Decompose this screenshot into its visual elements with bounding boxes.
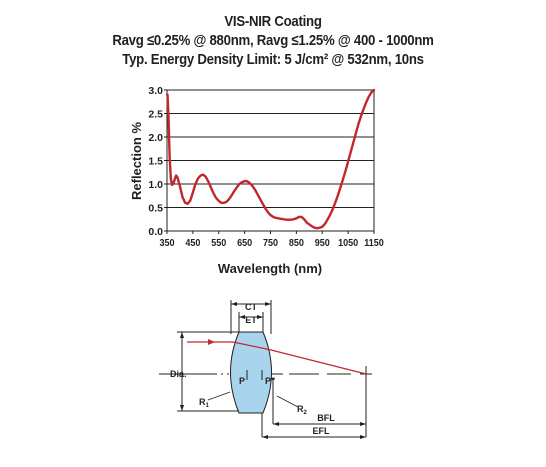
p-label: P <box>239 376 245 386</box>
y-tick-label-2: 1.0 <box>148 179 163 191</box>
x-tick-label-5: 850 <box>289 237 305 249</box>
y-tick-label-3: 1.5 <box>148 156 163 168</box>
x-tick-label-8: 1150 <box>364 237 384 249</box>
x-tick-label-4: 750 <box>263 237 279 249</box>
x-tick-label-2: 550 <box>211 237 227 249</box>
ct-label: CT <box>245 302 257 312</box>
light-ray-arrow <box>208 339 215 345</box>
x-tick-label-3: 650 <box>237 237 253 249</box>
r1-letter: R <box>199 397 206 407</box>
x-tick-label-7: 1050 <box>338 237 359 249</box>
r1-subscript: 1 <box>206 403 210 409</box>
reflection-series-line <box>165 88 376 230</box>
grid-lines <box>167 113 374 208</box>
p-double-prime-label: P" <box>265 376 275 386</box>
y-tick-label-1: 0.5 <box>148 203 163 215</box>
r2-label: R2 <box>297 404 308 416</box>
dia-label: Dia. <box>170 369 187 379</box>
r2-letter: R <box>297 404 304 414</box>
y-axis-label: Reflection % <box>129 122 144 200</box>
x-tick-label-1: 450 <box>185 237 201 249</box>
title-line-2: Ravg ≤0.25% @ 880nm, Ravg ≤1.25% @ 400 -… <box>112 32 434 49</box>
y-tick-label-5: 2.5 <box>148 109 163 121</box>
y-tick-label-6: 3.0 <box>148 85 163 97</box>
chart-title: VIS-NIR Coating Ravg ≤0.25% @ 880nm, Rav… <box>0 12 546 69</box>
r1-leader <box>207 391 231 401</box>
axis-ticks: 0.0 0.5 1.0 1.5 2.0 2.5 3.0 350 450 550 650 750 850 9… <box>148 85 384 249</box>
x-tick-label-6: 950 <box>315 237 331 249</box>
x-axis-label: Wavelength (nm) <box>218 261 322 276</box>
et-label: ET <box>245 315 257 325</box>
x-tick-label-0: 350 <box>159 237 175 249</box>
lens-body <box>230 331 272 414</box>
light-ray <box>187 341 367 375</box>
r1-label: R1 <box>199 397 210 409</box>
title-line-1: VIS-NIR Coating <box>224 13 322 30</box>
r2-leader <box>276 395 299 408</box>
r2-subscript: 2 <box>304 410 308 416</box>
y-tick-label-0: 0.0 <box>148 226 163 238</box>
y-tick-label-4: 2.0 <box>148 132 163 144</box>
bfl-label: BFL <box>317 413 335 423</box>
dimension-arrows <box>180 302 366 439</box>
title-line-3: Typ. Energy Density Limit: 5 J/cm² @ 532… <box>122 51 424 68</box>
efl-label: EFL <box>313 426 331 436</box>
